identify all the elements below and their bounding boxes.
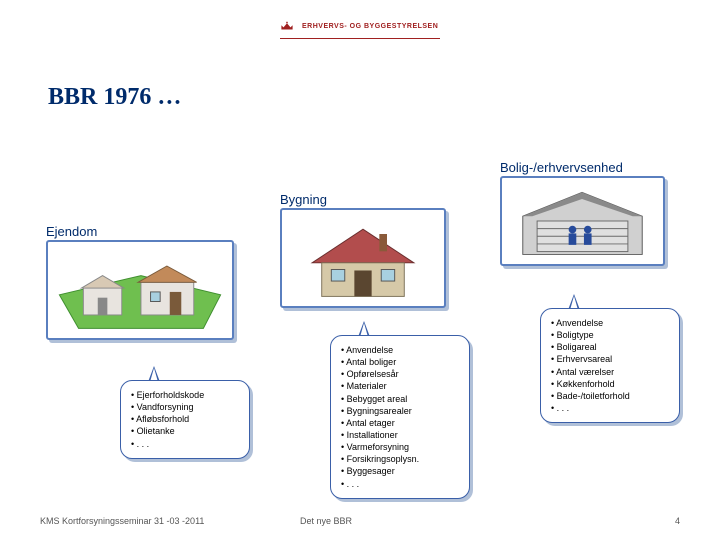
agency-logo: ERHVERVS- OG BYGGESTYRELSEN [280, 20, 438, 32]
list-item: Anvendelse [551, 317, 669, 329]
callout-bygning: Anvendelse Antal boliger Opførelsesår Ma… [330, 335, 470, 499]
list-item: Boligareal [551, 341, 669, 353]
list-item: Olietanke [131, 425, 239, 437]
list-item: Antal etager [341, 417, 459, 429]
list-item: Varmeforsyning [341, 441, 459, 453]
list-item: Anvendelse [341, 344, 459, 356]
footer-left: KMS Kortforsyningsseminar 31 -03 -2011 [40, 516, 204, 526]
list-item: Antal værelser [551, 366, 669, 378]
list-item: Boligtype [551, 329, 669, 341]
list-item: Køkkenforhold [551, 378, 669, 390]
list-item: Antal boliger [341, 356, 459, 368]
list-item: . . . [341, 478, 459, 490]
label-bolig: Bolig-/erhvervsenhed [500, 160, 623, 175]
list-item: Vandforsyning [131, 401, 239, 413]
list-item: Erhvervsareal [551, 353, 669, 365]
list-item: Bebygget areal [341, 393, 459, 405]
callout-bolig-list: Anvendelse Boligtype Boligareal Erhvervs… [551, 317, 669, 414]
list-item: Materialer [341, 380, 459, 392]
list-item: Forsikringsoplysn. [341, 453, 459, 465]
footer-center: Det nye BBR [300, 516, 352, 526]
callout-ejendom-list: Ejerforholdskode Vandforsyning Afløbsfor… [131, 389, 239, 450]
list-item: . . . [551, 402, 669, 414]
list-item: Bade-/toiletforhold [551, 390, 669, 402]
logo-underline [280, 38, 440, 39]
list-item: Installationer [341, 429, 459, 441]
crown-icon [280, 20, 294, 32]
footer-page-number: 4 [675, 516, 680, 526]
page-title: BBR 1976 … [48, 84, 181, 111]
label-bygning: Bygning [280, 192, 327, 207]
callout-bolig: Anvendelse Boligtype Boligareal Erhvervs… [540, 308, 680, 423]
list-item: . . . [131, 438, 239, 450]
illustration-bolig [500, 176, 665, 266]
list-item: Ejerforholdskode [131, 389, 239, 401]
callout-ejendom: Ejerforholdskode Vandforsyning Afløbsfor… [120, 380, 250, 459]
illustration-bygning [280, 208, 446, 308]
list-item: Byggesager [341, 465, 459, 477]
agency-name: ERHVERVS- OG BYGGESTYRELSEN [302, 23, 438, 30]
list-item: Opførelsesår [341, 368, 459, 380]
callout-bygning-list: Anvendelse Antal boliger Opførelsesår Ma… [341, 344, 459, 490]
illustration-ejendom [46, 240, 234, 340]
list-item: Afløbsforhold [131, 413, 239, 425]
label-ejendom: Ejendom [46, 224, 97, 239]
list-item: Bygningsarealer [341, 405, 459, 417]
